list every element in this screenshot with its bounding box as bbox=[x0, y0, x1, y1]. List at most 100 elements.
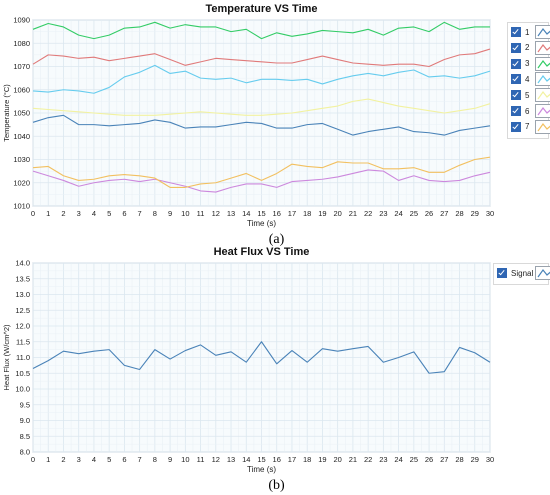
chart-title: Temperature VS Time bbox=[205, 3, 317, 15]
legend-item-Signal[interactable]: Signal bbox=[497, 266, 550, 280]
heat-flux-chart: 0 1 2 3 4 5 6 7 8 9 10 11 12 13 14 15 16 17 18 19 20 21 22 23 24… bbox=[2, 246, 494, 493]
x-tick-label: 20 bbox=[333, 455, 341, 464]
temperature-legend: 1 2 3 4 5 6 7 bbox=[507, 22, 550, 139]
y-tick-label: 1050 bbox=[13, 109, 30, 118]
x-tick-label: 6 bbox=[122, 455, 126, 464]
y-tick-label: 9.0 bbox=[20, 416, 30, 425]
y-tick-label: 1060 bbox=[13, 85, 30, 94]
series-line-7 bbox=[32, 156, 491, 188]
x-tick-label: 17 bbox=[288, 209, 296, 218]
x-tick-label: 0 bbox=[31, 455, 35, 464]
legend-checkbox[interactable] bbox=[511, 27, 521, 37]
legend-checkbox[interactable] bbox=[511, 121, 521, 132]
heat-flux-legend: Signal bbox=[493, 263, 550, 285]
legend-item-6[interactable]: 6 bbox=[511, 104, 550, 118]
y-tick-label: 11.5 bbox=[16, 337, 30, 346]
x-tick-label: 15 bbox=[257, 455, 265, 464]
y-tick-label: 13.0 bbox=[15, 290, 30, 299]
legend-label: 3 bbox=[525, 59, 530, 69]
legend-label: 4 bbox=[525, 74, 530, 84]
legend-item-7[interactable]: 7 bbox=[511, 119, 550, 134]
x-tick-label: 16 bbox=[273, 209, 281, 218]
x-tick-label: 13 bbox=[227, 455, 235, 464]
legend-checkbox[interactable] bbox=[511, 106, 521, 116]
x-tick-label: 14 bbox=[242, 455, 250, 464]
series-line-6 bbox=[32, 169, 491, 193]
legend-checkbox[interactable] bbox=[511, 42, 521, 53]
legend-checkbox[interactable] bbox=[511, 58, 521, 69]
x-tick-label: 4 bbox=[92, 209, 96, 218]
x-tick-label: 27 bbox=[440, 209, 448, 218]
panel-caption: (a) bbox=[269, 232, 285, 247]
x-tick-label: 18 bbox=[303, 455, 311, 464]
x-tick-label: 27 bbox=[440, 455, 448, 464]
legend-swatch bbox=[535, 56, 550, 71]
x-tick-label: 22 bbox=[364, 209, 372, 218]
y-tick-label: 1010 bbox=[13, 202, 30, 211]
legend-checkbox[interactable] bbox=[497, 268, 507, 278]
x-tick-label: 8 bbox=[153, 455, 157, 464]
legend-label: 1 bbox=[525, 27, 530, 37]
legend-swatch bbox=[535, 119, 550, 134]
x-tick-label: 17 bbox=[288, 455, 296, 464]
legend-swatch bbox=[535, 104, 550, 118]
legend-checkbox[interactable] bbox=[511, 74, 521, 85]
y-tick-label: 8.0 bbox=[20, 448, 30, 457]
x-tick-label: 9 bbox=[168, 209, 172, 218]
y-tick-label: 12.5 bbox=[15, 306, 30, 315]
y-tick-label: 9.5 bbox=[20, 400, 30, 409]
x-tick-label: 21 bbox=[349, 455, 357, 464]
legend-item-3[interactable]: 3 bbox=[511, 56, 550, 71]
x-tick-label: 25 bbox=[410, 209, 418, 218]
x-tick-label: 10 bbox=[181, 455, 189, 464]
x-axis-label: Time (s) bbox=[247, 465, 276, 474]
series-line-2 bbox=[32, 48, 491, 68]
panel-caption: (b) bbox=[268, 478, 285, 493]
y-tick-label: 1020 bbox=[13, 178, 30, 187]
y-tick-label: 10.5 bbox=[15, 369, 30, 378]
x-tick-label: 0 bbox=[31, 209, 35, 218]
x-tick-label: 30 bbox=[486, 209, 494, 218]
x-tick-label: 5 bbox=[107, 209, 111, 218]
series-line-4 bbox=[32, 64, 491, 94]
x-tick-label: 15 bbox=[257, 209, 265, 218]
x-tick-label: 5 bbox=[107, 455, 111, 464]
legend-label: 6 bbox=[525, 106, 530, 116]
legend-label: Signal bbox=[511, 268, 534, 278]
legend-label: 7 bbox=[525, 122, 530, 132]
legend-label: 2 bbox=[525, 43, 530, 53]
legend-item-2[interactable]: 2 bbox=[511, 40, 550, 55]
x-tick-label: 21 bbox=[349, 209, 357, 218]
legend-checkbox[interactable] bbox=[511, 90, 521, 101]
x-tick-label: 18 bbox=[303, 209, 311, 218]
x-tick-label: 1 bbox=[46, 455, 50, 464]
chart-title: Heat Flux VS Time bbox=[214, 246, 310, 258]
x-tick-label: 13 bbox=[227, 209, 235, 218]
y-tick-label: 1030 bbox=[13, 155, 30, 164]
x-tick-label: 14 bbox=[242, 209, 250, 218]
x-tick-label: 26 bbox=[425, 455, 433, 464]
legend-swatch bbox=[535, 25, 550, 39]
x-tick-label: 23 bbox=[379, 209, 387, 218]
x-tick-label: 19 bbox=[318, 455, 326, 464]
x-tick-label: 28 bbox=[455, 455, 463, 464]
x-tick-label: 10 bbox=[181, 209, 189, 218]
y-axis-label: Temperature (°C) bbox=[2, 84, 11, 142]
legend-item-1[interactable]: 1 bbox=[511, 25, 550, 39]
y-tick-label: 13.5 bbox=[15, 274, 30, 283]
x-tick-label: 16 bbox=[273, 455, 281, 464]
series-line-1 bbox=[32, 114, 491, 136]
legend-item-4[interactable]: 4 bbox=[511, 72, 550, 87]
x-tick-label: 30 bbox=[486, 455, 494, 464]
x-tick-label: 20 bbox=[333, 209, 341, 218]
x-tick-label: 12 bbox=[212, 209, 220, 218]
x-tick-label: 22 bbox=[364, 455, 372, 464]
y-axis-label: Heat Flux (W/cm^2) bbox=[2, 324, 11, 391]
x-tick-label: 2 bbox=[61, 209, 65, 218]
x-axis-label: Time (s) bbox=[247, 219, 276, 228]
x-tick-label: 29 bbox=[471, 455, 479, 464]
x-tick-label: 7 bbox=[138, 209, 142, 218]
legend-item-5[interactable]: 5 bbox=[511, 88, 550, 103]
x-tick-label: 23 bbox=[379, 455, 387, 464]
